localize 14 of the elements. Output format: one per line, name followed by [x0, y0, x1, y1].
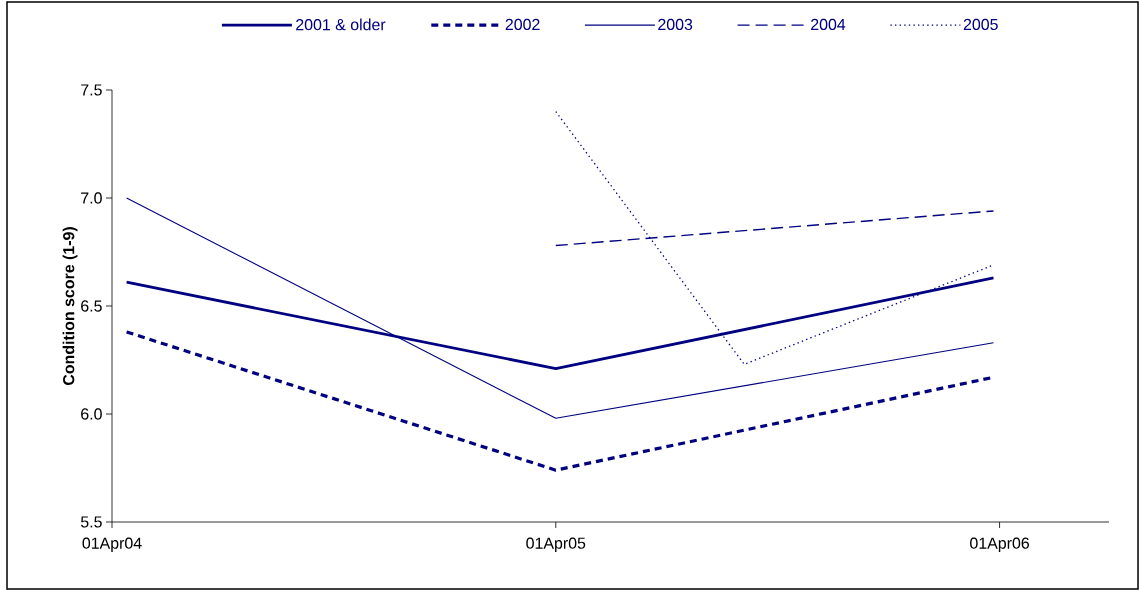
x-tick-label: 01Apr04: [82, 537, 142, 552]
y-tick-label: 7.5: [81, 84, 102, 96]
y-axis-title: Condition score (1-9): [62, 227, 78, 386]
y-tick-label: 6.5: [81, 300, 102, 312]
legend-label: 2001 & older: [296, 18, 386, 31]
y-tick-label: 6.0: [81, 408, 102, 420]
x-tick-label: 01Apr05: [526, 537, 586, 552]
x-tick-label: 01Apr06: [970, 537, 1029, 552]
legend-label: 2003: [658, 18, 693, 31]
y-tick-label: 7.0: [81, 192, 102, 204]
legend-label: 2002: [505, 18, 540, 31]
legend-label: 2005: [963, 18, 998, 31]
legend-label: 2004: [811, 18, 846, 31]
y-tick-label: 5.5: [80, 516, 102, 528]
